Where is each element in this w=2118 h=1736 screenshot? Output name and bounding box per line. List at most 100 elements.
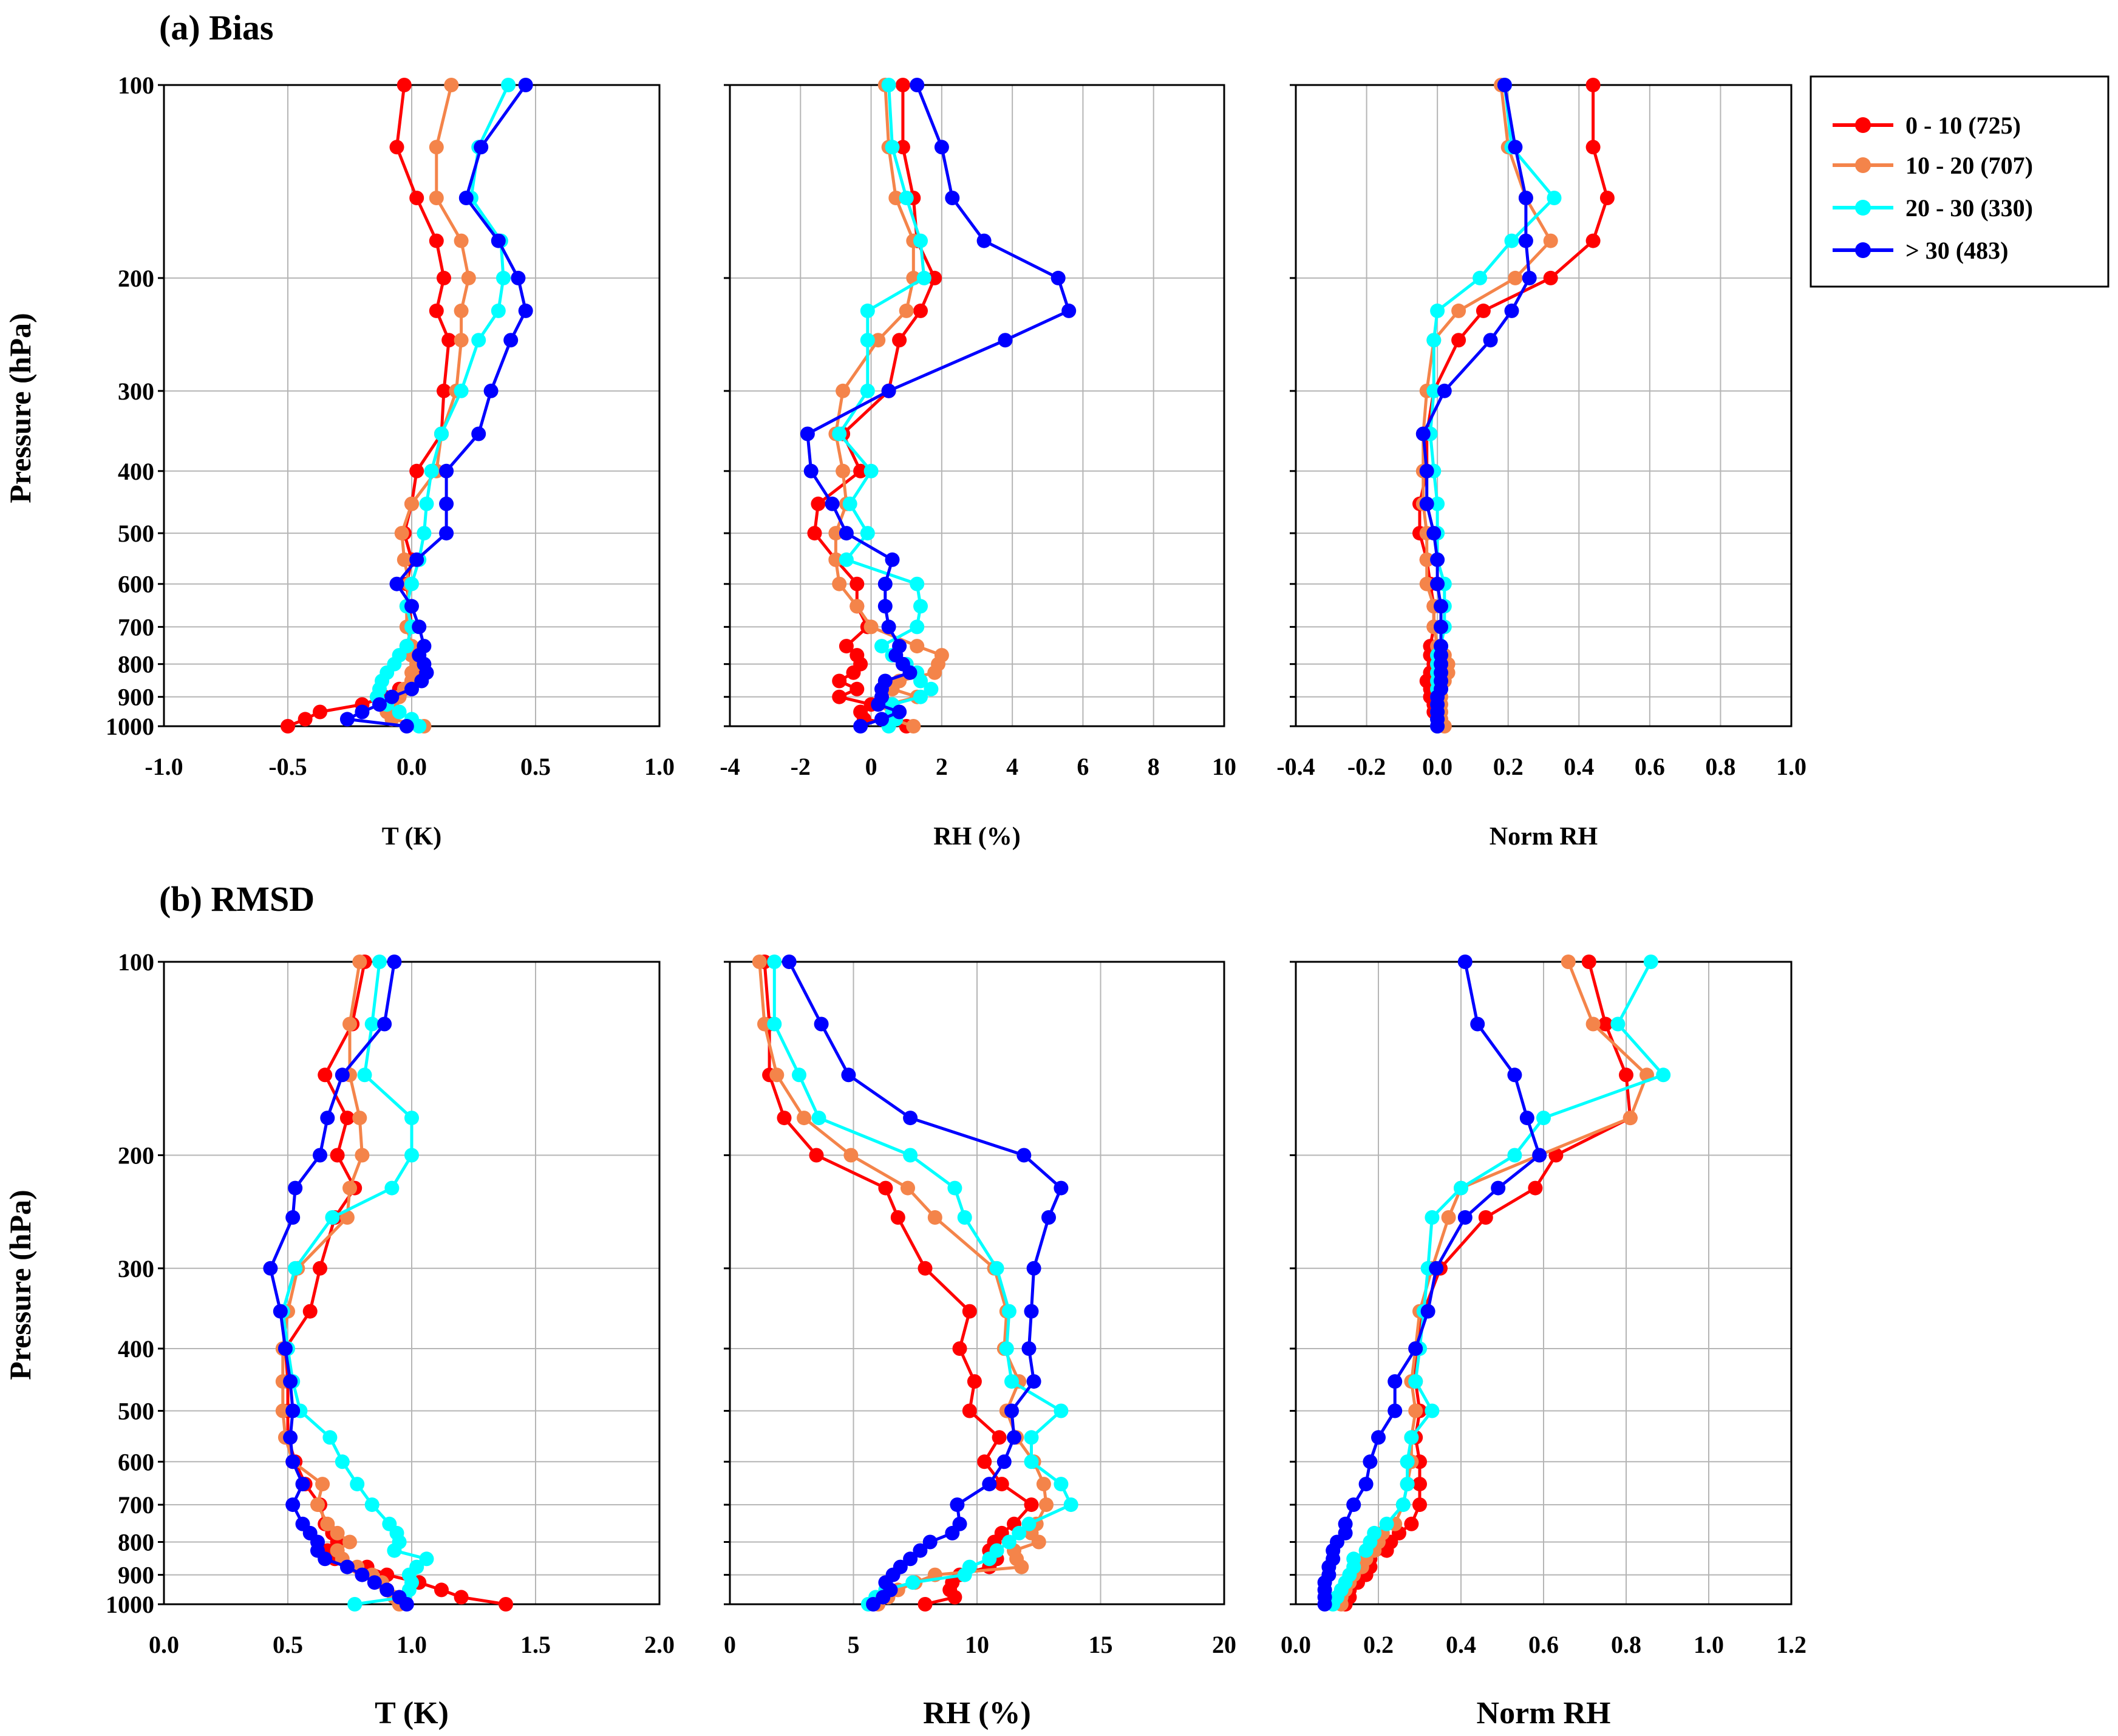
data-point	[454, 333, 469, 348]
data-point	[1388, 1403, 1403, 1418]
data-point	[832, 689, 847, 704]
x-tick-label: -0.4	[1276, 753, 1315, 780]
x-tick-label: 20	[1212, 1631, 1236, 1658]
legend-label-0: 0 - 10 (725)	[1905, 112, 2021, 139]
data-point	[404, 576, 419, 591]
data-point	[967, 1374, 982, 1389]
data-point	[962, 1403, 977, 1418]
data-point	[283, 1430, 298, 1445]
data-point	[429, 191, 444, 205]
data-point	[454, 1590, 469, 1605]
series-4	[1317, 955, 1547, 1612]
y-tick-label: 700	[118, 1491, 154, 1519]
legend-entry: > 30 (483)	[1833, 237, 2008, 264]
data-point	[1358, 1543, 1374, 1558]
data-point	[860, 383, 875, 398]
data-point	[288, 1261, 303, 1276]
data-point	[1430, 496, 1445, 511]
y-tick-label: 400	[118, 1335, 154, 1363]
y-tick-label: 100	[118, 72, 154, 99]
data-point	[295, 1477, 310, 1492]
data-point	[404, 599, 419, 614]
x-axis-title: RH (%)	[933, 823, 1020, 851]
data-point	[950, 1497, 965, 1513]
data-point	[285, 1454, 301, 1469]
data-point	[924, 681, 939, 696]
data-point	[1419, 576, 1434, 591]
data-point	[1434, 619, 1448, 635]
data-point	[389, 576, 404, 591]
data-point	[1426, 526, 1442, 541]
data-point	[1457, 1210, 1473, 1225]
data-point	[811, 1111, 826, 1126]
x-tick-label: 0	[724, 1631, 736, 1658]
data-point	[836, 383, 851, 398]
data-point	[877, 576, 893, 591]
data-point	[1004, 1403, 1019, 1418]
x-tick-label: 0.2	[1363, 1631, 1394, 1658]
data-point	[387, 1543, 402, 1558]
data-point	[871, 333, 886, 348]
data-point	[866, 1597, 881, 1612]
data-point	[992, 1430, 1007, 1445]
legend: 0 - 10 (725) 10 - 20 (707) 20 - 30 (330)…	[1810, 75, 2109, 288]
data-point	[910, 619, 925, 635]
data-point	[1585, 140, 1601, 155]
x-tick-label: 0.0	[149, 1631, 179, 1658]
data-point	[263, 1261, 278, 1276]
data-point	[927, 1210, 942, 1225]
y-tick-label: 1000	[106, 1591, 154, 1618]
data-point	[419, 1551, 434, 1567]
legend-label-2: 20 - 30 (330)	[1905, 194, 2033, 222]
data-point	[342, 1016, 357, 1032]
y-tick-label: 500	[118, 1398, 154, 1425]
y-tick-label: 700	[118, 613, 154, 641]
data-point	[313, 1261, 327, 1276]
data-point	[1024, 1497, 1039, 1513]
data-point	[387, 955, 402, 969]
data-point	[957, 1567, 972, 1582]
data-point	[281, 719, 295, 734]
data-point	[330, 1525, 345, 1540]
data-point	[330, 1148, 345, 1163]
data-point	[899, 191, 914, 205]
data-point	[1426, 383, 1442, 398]
data-point	[1561, 955, 1576, 969]
data-point	[1024, 1454, 1039, 1469]
x-axis-title: Norm RH	[1490, 823, 1598, 851]
data-point	[285, 1210, 301, 1225]
data-point	[503, 333, 519, 348]
data-point	[927, 270, 942, 285]
data-point	[325, 1210, 340, 1225]
data-point	[355, 1148, 370, 1163]
plot-5: 0 5 10 15 20 RH (%)	[724, 955, 1236, 1731]
legend-label-1: 10 - 20 (707)	[1905, 152, 2033, 179]
data-point	[878, 1180, 893, 1196]
x-tick-label: 1.5	[520, 1631, 551, 1658]
data-point	[1054, 1477, 1069, 1492]
x-tick-label: 15	[1089, 1631, 1113, 1658]
x-tick-label: 6	[1077, 753, 1089, 780]
data-point	[890, 1210, 905, 1225]
y-tick-label: 600	[118, 1448, 154, 1476]
data-point	[1412, 1497, 1427, 1513]
data-point	[318, 1067, 333, 1083]
data-point	[1429, 1261, 1444, 1276]
data-point	[1408, 1403, 1423, 1418]
legend-marker-3	[1855, 242, 1871, 258]
x-tick-label: -1.0	[145, 753, 183, 780]
data-point	[860, 333, 875, 348]
data-point	[999, 1341, 1014, 1356]
data-point	[842, 496, 857, 511]
data-point	[461, 270, 476, 285]
legend-marker-0	[1855, 117, 1871, 133]
data-point	[474, 140, 489, 155]
data-point	[424, 463, 439, 478]
data-point	[1656, 1067, 1671, 1083]
data-point	[881, 383, 896, 398]
data-point	[850, 576, 865, 591]
data-point	[1063, 1497, 1078, 1513]
data-point	[1395, 1497, 1411, 1513]
y-tick-label: 800	[118, 1528, 154, 1556]
